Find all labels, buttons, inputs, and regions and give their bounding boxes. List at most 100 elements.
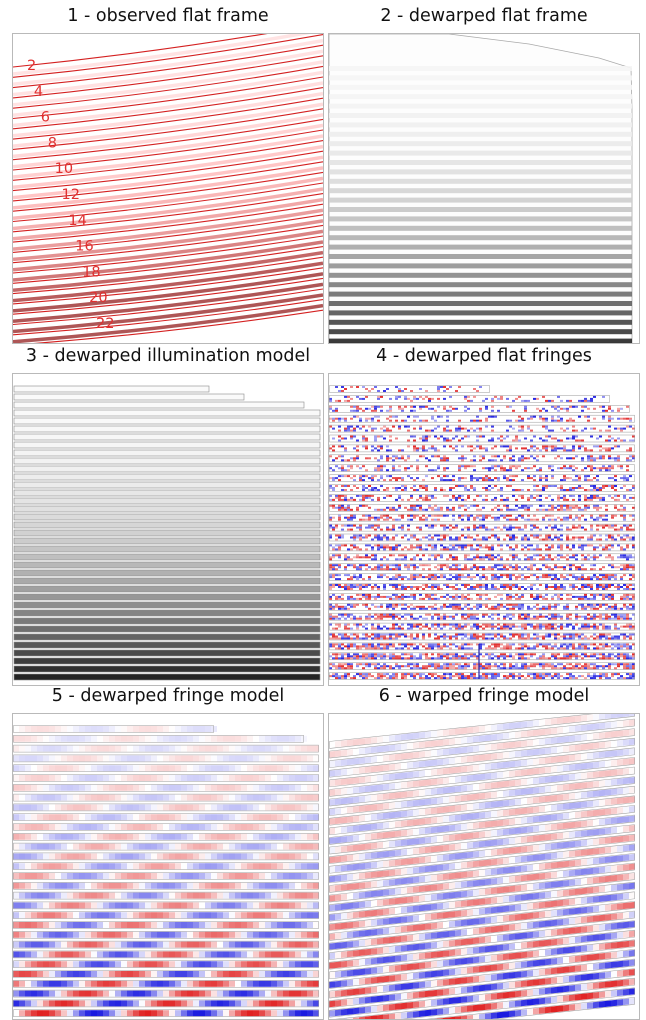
fringe-strip — [383, 663, 386, 665]
fringe-strip — [539, 475, 542, 477]
fringe-strip — [440, 459, 443, 461]
fringe-strip — [557, 416, 560, 418]
fringe-strip — [626, 499, 629, 501]
fringe-strip — [527, 537, 530, 539]
fringe-strip — [380, 634, 383, 636]
fringe-strip — [449, 578, 452, 580]
fringe-strip — [548, 400, 551, 402]
fringe-strip — [401, 558, 404, 560]
fringe-strip — [470, 477, 473, 479]
fringe-strip — [476, 390, 479, 392]
fringe-strip — [374, 406, 377, 408]
fringe-strip — [536, 675, 539, 677]
fringe-strip — [611, 418, 614, 420]
fringe-strip — [524, 447, 527, 449]
fringe-strip — [410, 574, 413, 576]
fringe-strip — [458, 495, 461, 497]
fringe-strip — [485, 638, 488, 640]
fringe-strip — [341, 507, 344, 509]
fringe-strip — [491, 566, 494, 568]
fringe-strip — [587, 673, 590, 675]
fringe-strip — [362, 594, 365, 596]
fringe-strip — [605, 665, 608, 667]
fringe-strip — [338, 663, 341, 665]
fringe-strip — [524, 546, 527, 548]
fringe-strip — [431, 576, 434, 578]
fringe-strip — [335, 598, 338, 600]
fringe-strip — [353, 479, 356, 481]
fringe-model-strip — [193, 726, 199, 732]
fringe-strip — [518, 527, 521, 529]
fringe-strip — [401, 479, 404, 481]
fringe-strip — [335, 636, 338, 638]
fringe-strip — [473, 675, 476, 677]
fringe-strip — [551, 438, 554, 440]
fringe-strip — [332, 628, 335, 630]
fringe-strip — [398, 519, 401, 521]
fringe-strip — [524, 505, 527, 507]
fringe-strip — [431, 594, 434, 596]
fringe-strip — [452, 546, 455, 548]
fringe-strip — [611, 638, 614, 640]
fringe-strip — [431, 598, 434, 600]
fringe-strip — [368, 390, 371, 392]
fringe-strip — [608, 556, 611, 558]
fringe-strip — [374, 586, 377, 588]
fringe-strip — [575, 663, 578, 665]
fringe-strip — [614, 489, 617, 491]
fringe-strip — [533, 596, 536, 598]
fringe-strip — [467, 588, 470, 590]
fringe-strip — [371, 628, 374, 630]
fringe-strip — [431, 495, 434, 497]
panel-dewarped-flat-fringes: 4 - dewarped flat fringes — [328, 340, 640, 685]
fringe-strip — [566, 574, 569, 576]
fringe-strip — [353, 653, 356, 655]
fringe-strip — [620, 645, 623, 647]
fringe-strip — [497, 564, 500, 566]
fringe-strip — [332, 556, 335, 558]
fringe-strip — [407, 416, 410, 418]
fringe-strip — [332, 529, 335, 531]
fringe-strip — [368, 489, 371, 491]
fringe-strip — [620, 505, 623, 507]
fringe-strip — [479, 546, 482, 548]
fringe-strip — [356, 445, 359, 447]
fringe-strip — [587, 537, 590, 539]
fringe-strip — [503, 624, 506, 626]
fringe-strip — [377, 436, 380, 438]
fringe-strip — [458, 430, 461, 432]
fringe-strip — [551, 586, 554, 588]
fringe-strip — [452, 667, 455, 669]
fringe-strip — [554, 406, 557, 408]
fringe-strip — [581, 527, 584, 529]
fringe-strip — [545, 606, 548, 608]
fringe-model-strip — [61, 755, 67, 761]
fringe-strip — [443, 574, 446, 576]
fringe-strip — [506, 445, 509, 447]
fringe-strip — [530, 564, 533, 566]
fringe-strip — [401, 643, 404, 645]
fringe-strip — [554, 535, 557, 537]
fringe-strip — [389, 616, 392, 618]
fringe-strip — [350, 655, 353, 657]
fringe-strip — [389, 436, 392, 438]
fringe-strip — [578, 598, 581, 600]
fringe-strip — [353, 675, 356, 677]
fringe-strip — [410, 638, 413, 640]
fringe-strip — [338, 574, 341, 576]
fringe-strip — [431, 469, 434, 471]
fringe-strip — [476, 477, 479, 479]
fringe-strip — [431, 616, 434, 618]
fringe-strip — [560, 586, 563, 588]
fringe-strip — [425, 564, 428, 566]
fringe-strip — [482, 594, 485, 596]
fringe-strip — [629, 420, 632, 422]
fringe-strip — [602, 667, 605, 669]
fringe-strip — [536, 537, 539, 539]
fringe-strip — [620, 643, 623, 645]
fringe-strip — [566, 499, 569, 501]
fringe-strip — [443, 525, 446, 527]
fringe-strip — [455, 653, 458, 655]
fringe-strip — [608, 663, 611, 665]
fringe-strip — [563, 576, 566, 578]
